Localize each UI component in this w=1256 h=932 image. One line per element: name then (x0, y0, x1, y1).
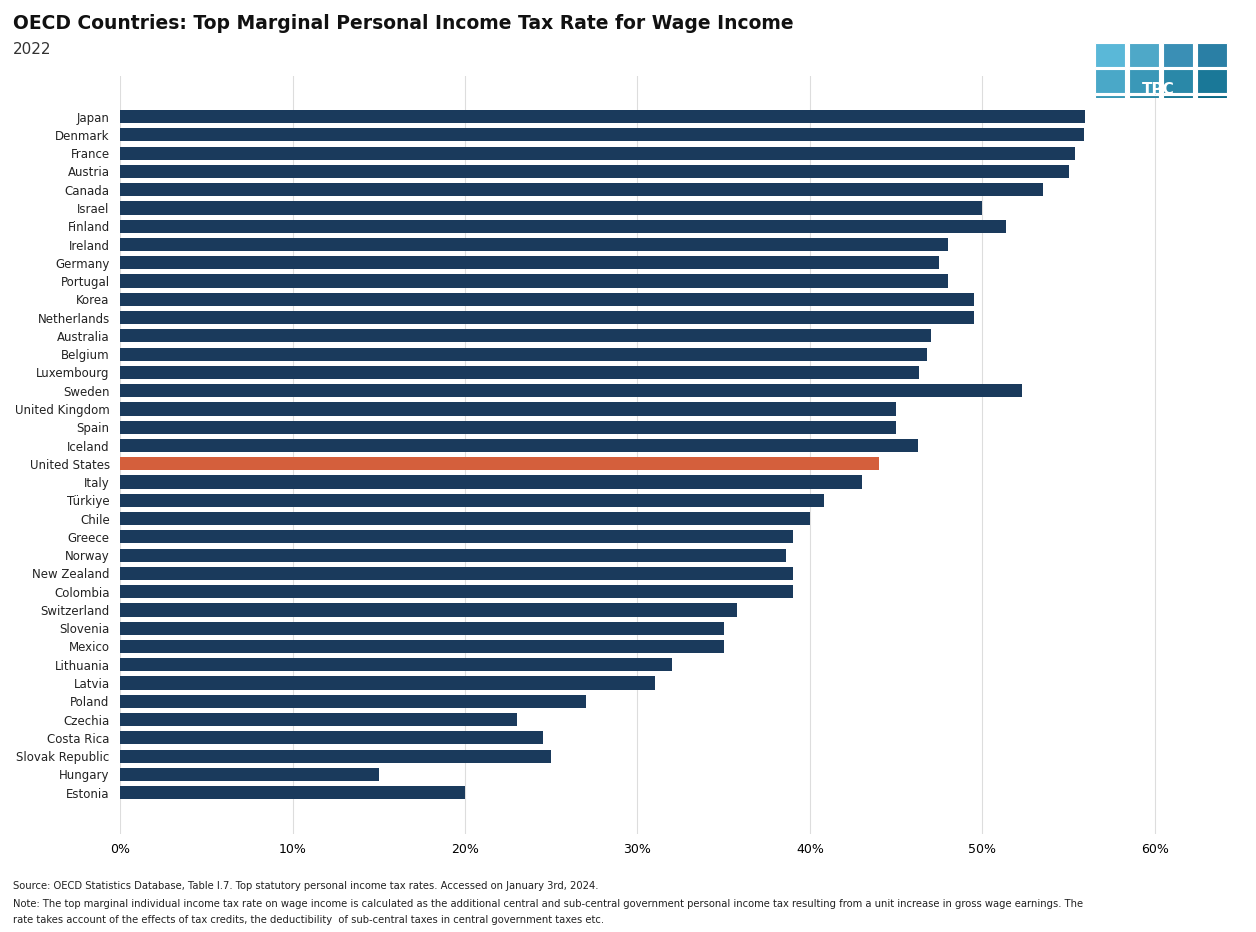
Bar (121, 165, 1069, 178)
Bar (121, 129, 1084, 142)
Text: TPC: TPC (1142, 81, 1176, 97)
Bar (121, 713, 516, 726)
Bar (1163, 95, 1193, 119)
Bar (121, 677, 654, 690)
Bar (121, 420, 896, 433)
Bar (121, 256, 939, 269)
Bar (121, 403, 896, 416)
Bar (121, 146, 1075, 159)
Bar (1095, 69, 1125, 93)
Bar (1197, 43, 1227, 67)
Bar (121, 494, 824, 507)
Bar (121, 694, 585, 708)
Bar (121, 201, 982, 214)
Bar (1197, 95, 1227, 119)
Bar (121, 512, 810, 525)
Bar (121, 786, 465, 800)
Bar (1197, 69, 1227, 93)
Bar (1163, 43, 1193, 67)
Bar (1129, 95, 1159, 119)
Bar (121, 384, 1022, 397)
Bar (121, 275, 948, 288)
Bar (121, 366, 918, 379)
Text: Note: The top marginal individual income tax rate on wage income is calculated a: Note: The top marginal individual income… (13, 899, 1083, 910)
Bar (121, 311, 973, 324)
Bar (121, 622, 723, 635)
Bar (1129, 69, 1159, 93)
Bar (1163, 69, 1193, 93)
Bar (121, 110, 1085, 123)
Bar (121, 768, 379, 781)
Bar (121, 458, 879, 471)
Bar (121, 640, 723, 653)
Bar (121, 475, 862, 488)
Bar (121, 329, 931, 342)
Bar (121, 183, 1044, 197)
Bar (121, 585, 793, 598)
Text: rate takes account of the effects of tax credits, the deductibility  of sub-cent: rate takes account of the effects of tax… (13, 915, 604, 925)
Bar (121, 567, 793, 580)
Bar (1095, 95, 1125, 119)
Bar (121, 238, 948, 251)
Text: OECD Countries: Top Marginal Personal Income Tax Rate for Wage Income: OECD Countries: Top Marginal Personal In… (13, 14, 794, 33)
Bar (121, 732, 543, 745)
Bar (121, 220, 1006, 233)
Bar (121, 549, 785, 562)
Bar (1095, 43, 1125, 67)
Bar (121, 530, 793, 543)
Bar (1129, 43, 1159, 67)
Bar (121, 348, 927, 361)
Bar (121, 658, 672, 671)
Text: Source: OECD Statistics Database, Table I.7. Top statutory personal income tax r: Source: OECD Statistics Database, Table … (13, 881, 598, 891)
Bar (121, 293, 973, 306)
Bar (121, 439, 918, 452)
Text: 2022: 2022 (13, 42, 51, 57)
Bar (121, 749, 551, 762)
Bar (121, 603, 737, 617)
